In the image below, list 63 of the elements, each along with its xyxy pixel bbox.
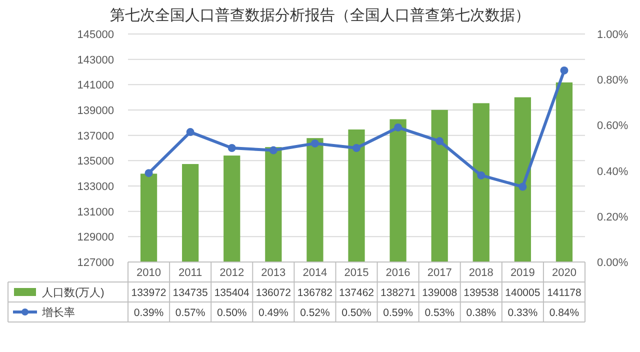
- data-label: 0.52%: [300, 307, 330, 319]
- point: [477, 171, 486, 180]
- data-label: 0.53%: [424, 307, 454, 319]
- x-tick-label: 2016: [386, 267, 410, 279]
- x-tick-label: 2011: [178, 267, 202, 279]
- title: 第七次全国人口普查数据分析报告（全国人口普查第七次数据）: [110, 7, 530, 24]
- x-tick-label: 2020: [552, 267, 576, 279]
- y2-tick-label: 0.40%: [597, 166, 628, 178]
- y2-tick-label: 0.00%: [597, 257, 628, 269]
- data-label: 0.38%: [466, 307, 496, 319]
- y2-tick-label: 0.80%: [597, 74, 628, 87]
- data-label: 0.84%: [549, 307, 580, 319]
- data-label: 135404: [214, 287, 250, 299]
- x-tick-label: 2015: [344, 267, 369, 279]
- data-label: 136072: [256, 287, 292, 299]
- data-label: 139008: [422, 287, 458, 299]
- data-label: 137462: [338, 287, 374, 299]
- y-tick-label: 131000: [77, 206, 114, 218]
- legend-label: 增长率: [41, 306, 75, 319]
- data-label: 0.33%: [508, 307, 538, 319]
- y-tick-label: 129000: [77, 232, 114, 244]
- point: [228, 144, 236, 152]
- data-label: 139538: [464, 287, 499, 299]
- point: [518, 182, 527, 191]
- point: [310, 139, 319, 148]
- y-tick-label: 145000: [77, 29, 114, 41]
- y-tick-label: 137000: [77, 130, 114, 142]
- x-tick-label: 2019: [510, 267, 535, 279]
- data-label: 136782: [297, 287, 333, 299]
- data-label: 0.57%: [175, 307, 206, 319]
- point: [269, 146, 278, 154]
- point: [394, 123, 402, 132]
- data-label: 138271: [380, 287, 416, 299]
- point: [436, 137, 444, 146]
- x-tick-label: 2014: [302, 267, 328, 279]
- data-label: 141178: [547, 287, 582, 299]
- y2-tick-label: 0.60%: [597, 120, 628, 132]
- data-label: 133972: [131, 287, 166, 299]
- data-label: 140005: [505, 287, 540, 299]
- y-tick-label: 135000: [77, 156, 114, 168]
- data-label: 0.59%: [383, 307, 413, 319]
- y2-tick-label: 1.00%: [597, 29, 628, 41]
- x-tick-label: 2012: [220, 267, 244, 279]
- point: [144, 169, 153, 178]
- x-tick-label: 2010: [136, 267, 162, 279]
- x-tick-label: 2017: [427, 267, 452, 279]
- point: [560, 66, 568, 74]
- y-tick-label: 133000: [77, 181, 114, 193]
- x-tick-label: 2013: [261, 267, 286, 279]
- y2-tick-label: 0.20%: [597, 211, 628, 224]
- x-tick-label: 2018: [468, 267, 494, 279]
- data-label: 0.49%: [258, 307, 288, 319]
- data-label: 0.50%: [342, 307, 372, 319]
- data-label: 134735: [172, 287, 208, 299]
- legend-label: 人口数(万人): [42, 287, 104, 299]
- y-tick-label: 141000: [77, 80, 114, 92]
- y-tick-label: 143000: [77, 54, 114, 66]
- point: [186, 128, 194, 136]
- data-label: 0.39%: [134, 307, 164, 319]
- point: [352, 144, 360, 152]
- y-tick-label: 139000: [77, 105, 114, 117]
- y-tick-label: 127000: [77, 257, 114, 269]
- data-label: 0.50%: [216, 307, 247, 319]
